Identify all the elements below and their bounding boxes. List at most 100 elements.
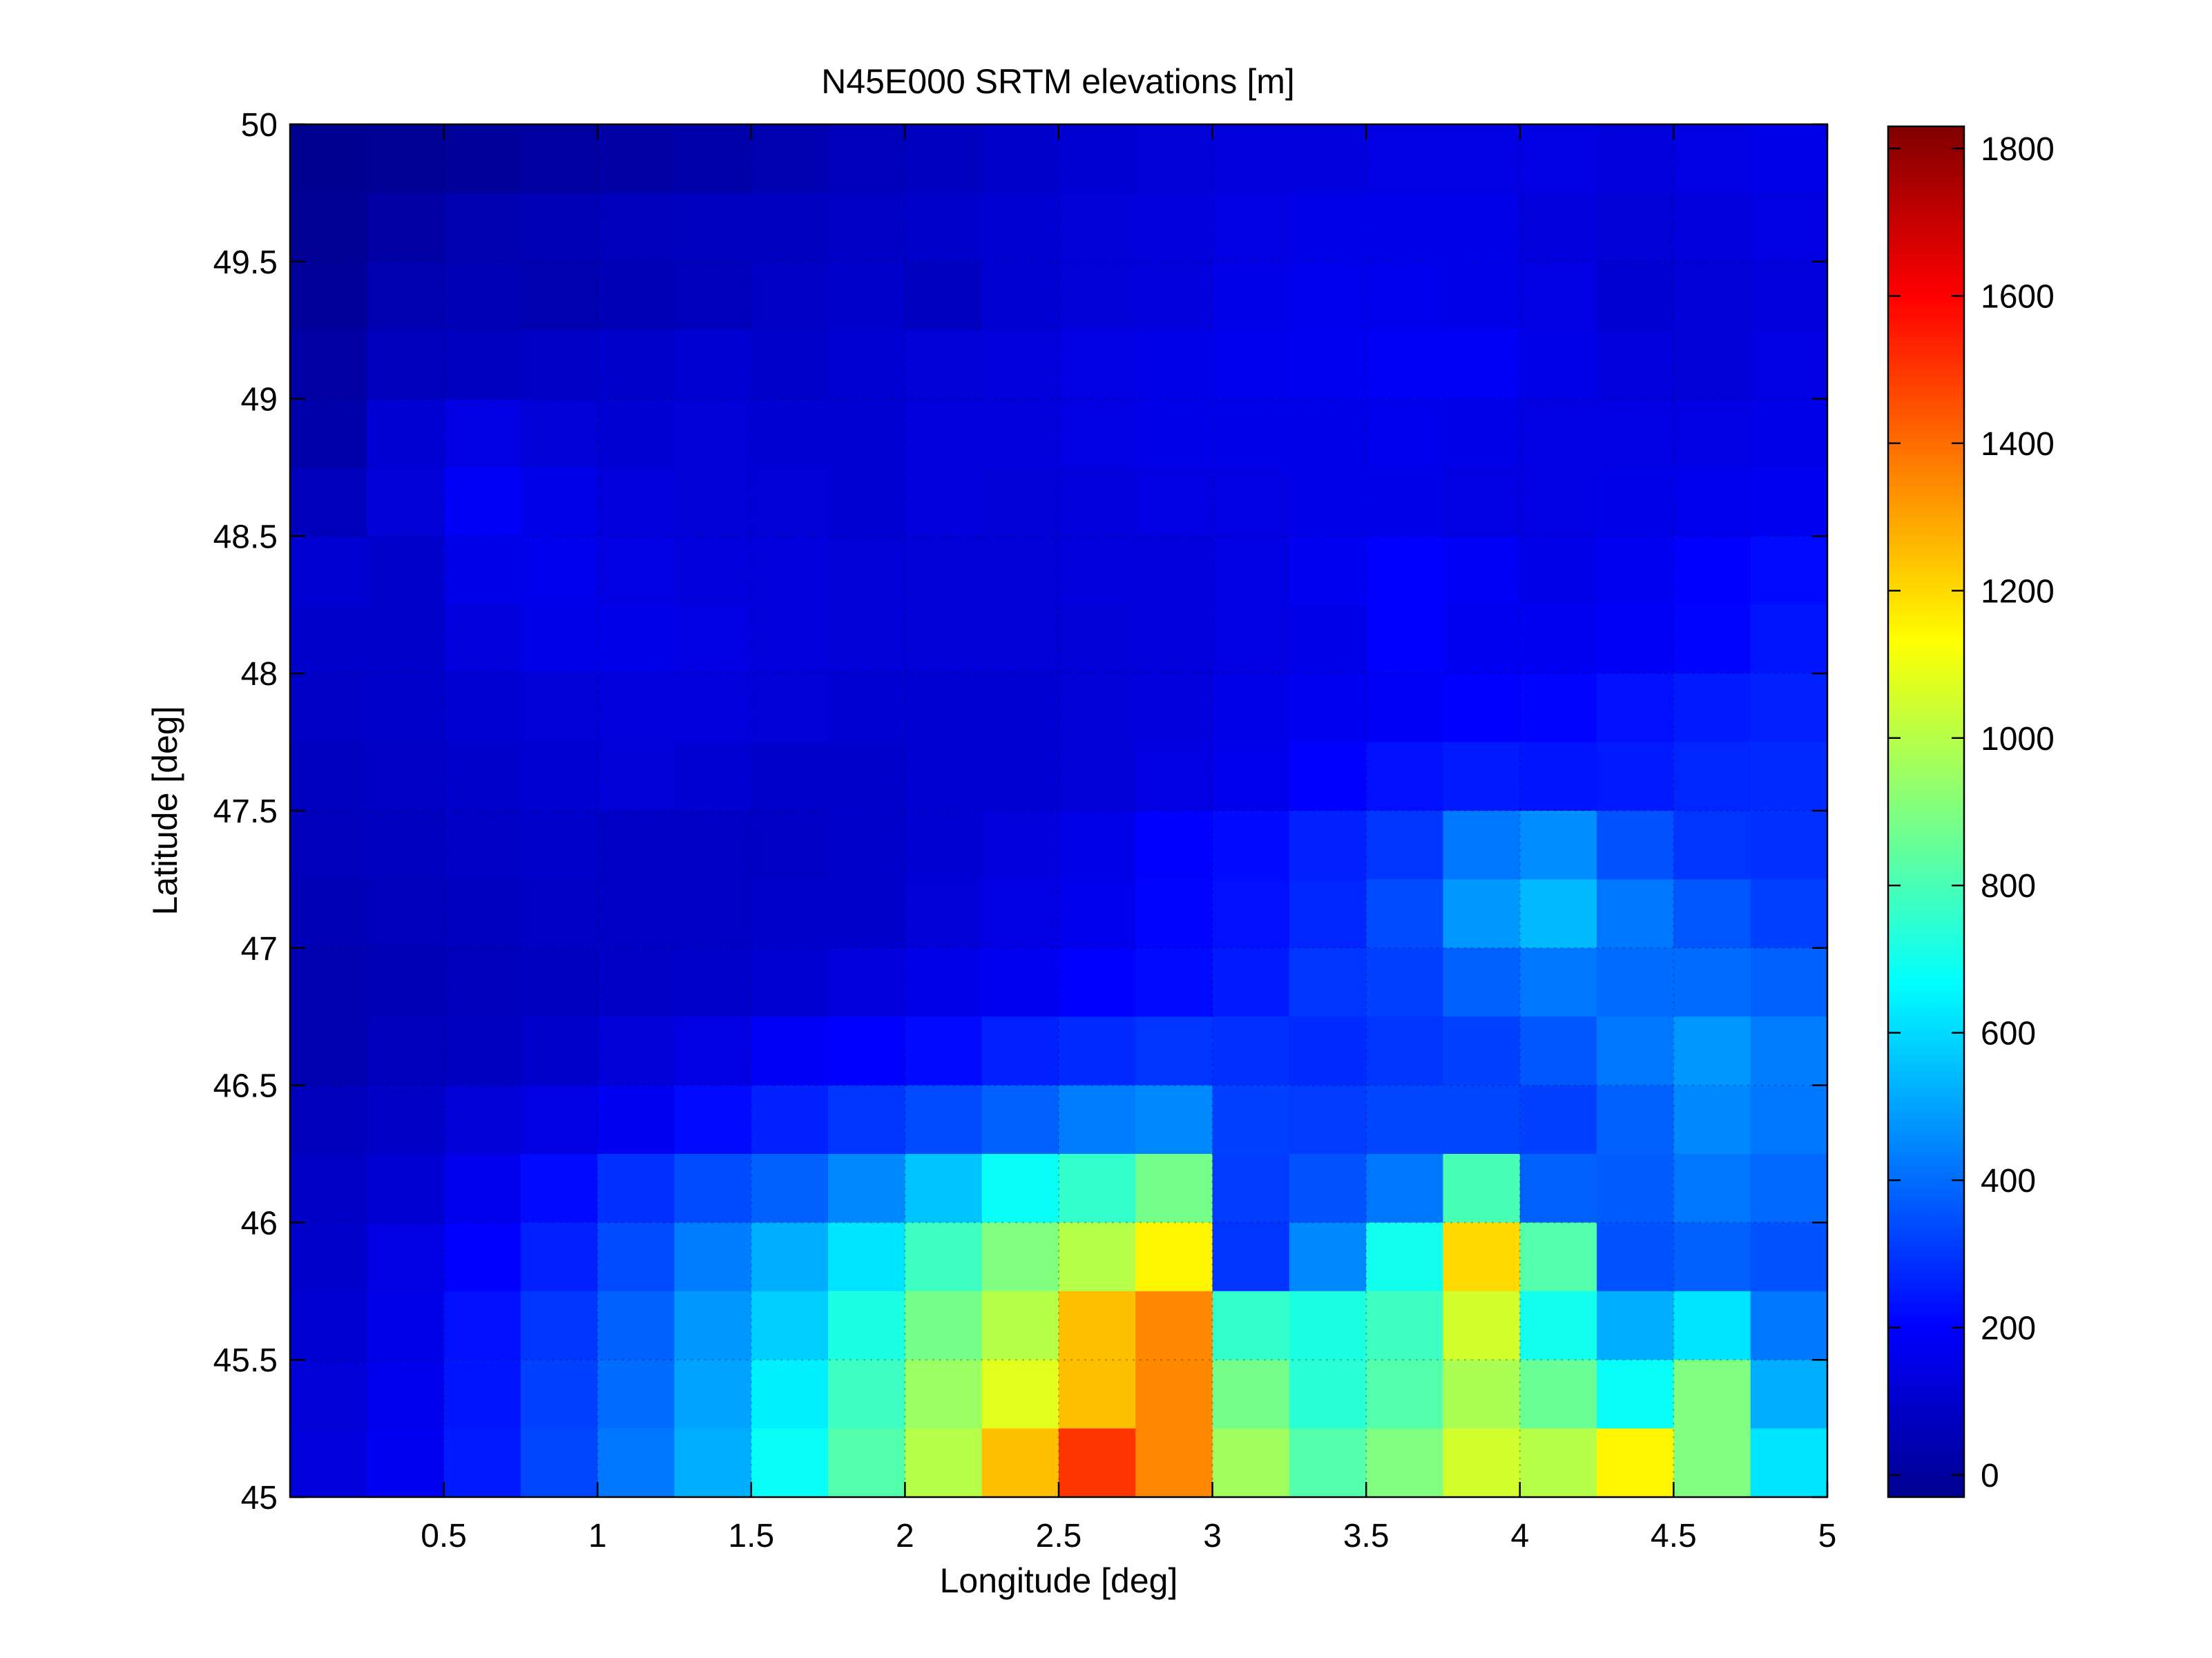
heatmap-cell	[290, 1016, 367, 1086]
heatmap-cell	[1750, 467, 1828, 537]
heatmap-cell	[674, 1085, 752, 1155]
x-tick-label: 1.5	[728, 1518, 774, 1554]
heatmap-cell	[1366, 742, 1444, 811]
heatmap-cell	[1673, 193, 1751, 262]
heatmap-cell	[828, 1428, 905, 1498]
heatmap-cell	[674, 1222, 752, 1292]
heatmap-cell	[751, 1428, 829, 1498]
heatmap-cell	[290, 879, 367, 949]
heatmap-cell	[597, 398, 675, 468]
heatmap-cell	[520, 1360, 598, 1429]
heatmap-cell	[981, 742, 1059, 811]
heatmap-cell	[828, 811, 905, 880]
heatmap-cell	[1597, 124, 1674, 193]
heatmap-cell	[520, 193, 598, 262]
colorbar-tick-label: 1600	[1981, 278, 2055, 315]
heatmap-cell	[905, 1291, 983, 1360]
heatmap-cell	[367, 261, 445, 331]
heatmap-cell	[1519, 193, 1597, 262]
heatmap-cell	[1059, 1222, 1136, 1292]
heatmap-cell	[905, 536, 983, 606]
heatmap-cell	[1597, 1291, 1674, 1360]
colorbar-tick-label: 0	[1981, 1458, 1999, 1494]
heatmap-cell	[1212, 1085, 1290, 1155]
heatmap-cell	[828, 1360, 905, 1429]
colorbar-tick-label: 400	[1981, 1163, 2036, 1199]
heatmap-cell	[443, 330, 521, 400]
heatmap-cell	[520, 398, 598, 468]
heatmap-cell	[443, 879, 521, 949]
heatmap-cell	[443, 604, 521, 674]
heatmap-cell	[905, 467, 983, 537]
heatmap-cell	[981, 398, 1059, 468]
heatmap-cell	[443, 673, 521, 743]
heatmap-cell	[981, 1428, 1059, 1498]
heatmap-cell	[1519, 467, 1597, 537]
heatmap-cell	[1212, 947, 1290, 1017]
heatmap-cell	[1750, 604, 1828, 674]
heatmap-cell	[1519, 1222, 1597, 1292]
heatmap-cell	[1750, 1154, 1828, 1223]
x-tick-label: 3.5	[1343, 1518, 1389, 1554]
heatmap-cell	[1135, 330, 1213, 400]
heatmap-cell	[1059, 1085, 1136, 1155]
heatmap-cell	[1443, 193, 1521, 262]
y-axis-label: Latitude [deg]	[146, 706, 184, 915]
heatmap-cell	[828, 1291, 905, 1360]
colorbar-tick-label: 800	[1981, 868, 2036, 905]
heatmap-cell	[290, 1428, 367, 1498]
heatmap-cell	[1443, 330, 1521, 400]
heatmap-cell	[520, 467, 598, 537]
heatmap-cell	[1059, 398, 1136, 468]
x-tick-label: 4	[1510, 1518, 1529, 1554]
heatmap-cell	[674, 1360, 752, 1429]
heatmap-cell	[1673, 124, 1751, 193]
heatmap-cell	[367, 947, 445, 1017]
heatmap-cell	[1597, 673, 1674, 743]
heatmap-cell	[597, 879, 675, 949]
heatmap-cell	[443, 1154, 521, 1223]
heatmap-cell	[751, 398, 829, 468]
y-tick-label: 47	[241, 931, 278, 967]
heatmap-cell	[1135, 1016, 1213, 1086]
heatmap-cell	[1059, 742, 1136, 811]
heatmap-cell	[1597, 536, 1674, 606]
x-tick-label: 3	[1203, 1518, 1222, 1554]
heatmap-cell	[1519, 1291, 1597, 1360]
heatmap-cell	[1750, 330, 1828, 400]
heatmap-cell	[1212, 1360, 1290, 1429]
heatmap-cell	[905, 124, 983, 193]
heatmap-cell	[1059, 1428, 1136, 1498]
heatmap-cell	[981, 1360, 1059, 1429]
heatmap-cell	[443, 193, 521, 262]
heatmap-cell	[520, 1154, 598, 1223]
heatmap-cell	[905, 1222, 983, 1292]
heatmap-cell	[981, 1016, 1059, 1086]
heatmap-cell	[751, 1291, 829, 1360]
heatmap-cell	[1366, 1360, 1444, 1429]
heatmap-cell	[1750, 398, 1828, 468]
heatmap-cell	[1289, 811, 1367, 880]
heatmap-cell	[597, 742, 675, 811]
heatmap-cell	[981, 1085, 1059, 1155]
heatmap-cell	[751, 604, 829, 674]
heatmap-cell	[1750, 1291, 1828, 1360]
heatmap-cell	[1519, 811, 1597, 880]
heatmap-cell	[828, 536, 905, 606]
heatmap-cell	[1443, 1016, 1521, 1086]
heatmap-cell	[367, 673, 445, 743]
elevation-heatmap	[290, 124, 1828, 1498]
heatmap-cell	[290, 193, 367, 262]
heatmap-cell	[828, 742, 905, 811]
heatmap-cell	[1135, 947, 1213, 1017]
heatmap-cell	[981, 1291, 1059, 1360]
heatmap-cell	[1366, 811, 1444, 880]
heatmap-cell	[751, 536, 829, 606]
heatmap-cell	[1366, 1085, 1444, 1155]
heatmap-cell	[1135, 1154, 1213, 1223]
heatmap-cell	[443, 467, 521, 537]
heatmap-cell	[290, 1085, 367, 1155]
heatmap-cell	[1597, 330, 1674, 400]
heatmap-cell	[674, 124, 752, 193]
heatmap-cell	[290, 261, 367, 331]
